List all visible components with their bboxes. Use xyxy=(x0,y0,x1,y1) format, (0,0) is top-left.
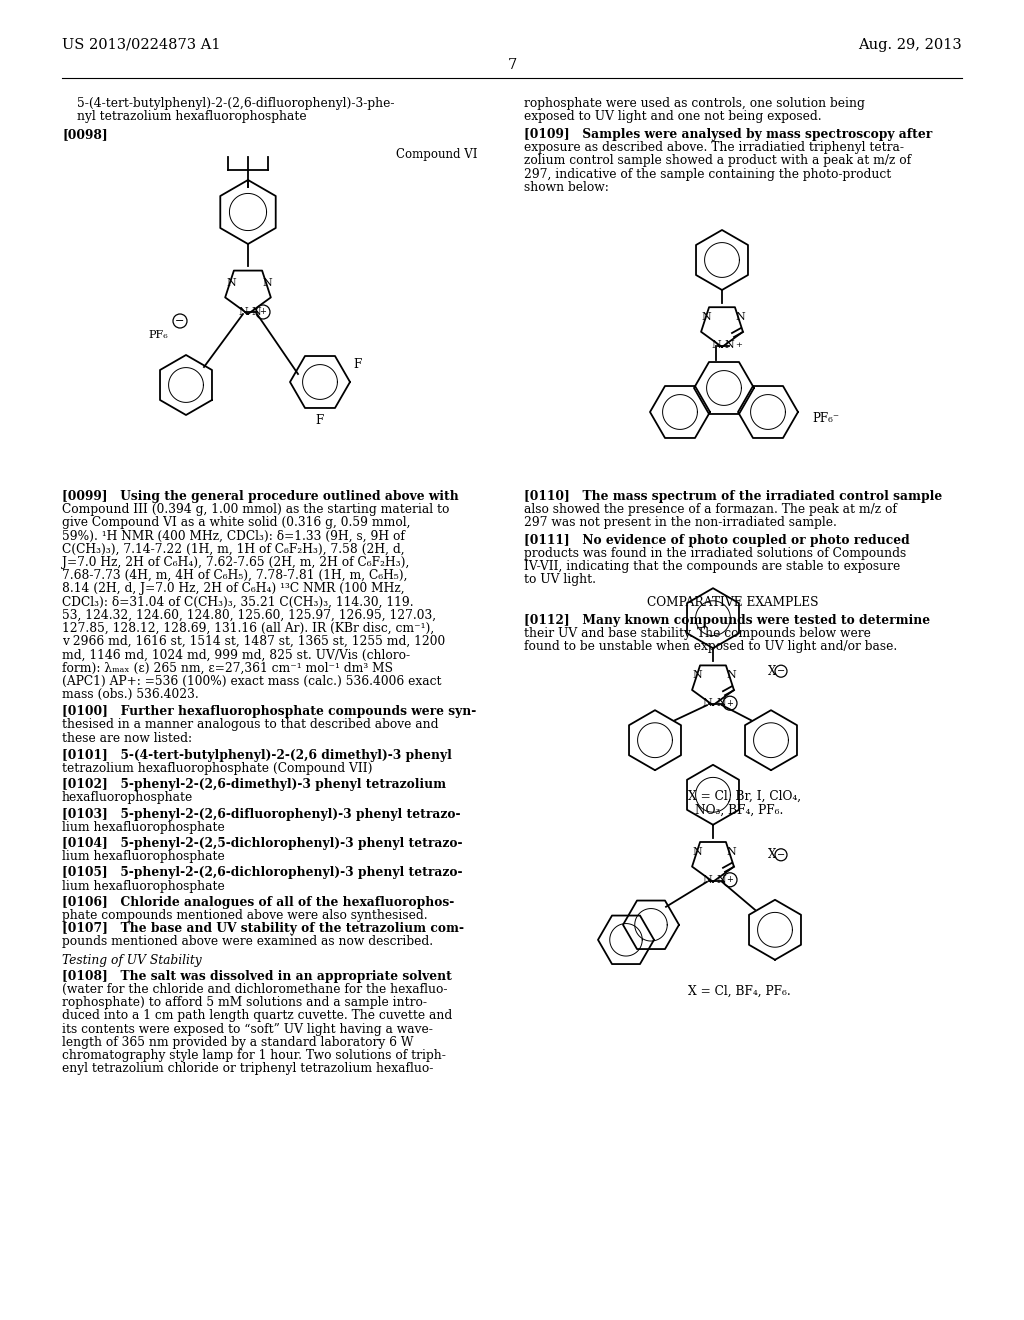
Text: to UV light.: to UV light. xyxy=(524,573,596,586)
Text: [0101]   5-(4-tert-butylphenyl)-2-(2,6 dimethyl)-3 phenyl: [0101] 5-(4-tert-butylphenyl)-2-(2,6 dim… xyxy=(62,748,452,762)
Text: Aug. 29, 2013: Aug. 29, 2013 xyxy=(858,38,962,51)
Text: N: N xyxy=(262,279,272,288)
Text: +: + xyxy=(259,308,266,317)
Text: exposure as described above. The irradiatied triphenyl tetra-: exposure as described above. The irradia… xyxy=(524,141,904,154)
Text: [0108]   The salt was dissolved in an appropriate solvent: [0108] The salt was dissolved in an appr… xyxy=(62,970,452,983)
Text: [0107]   The base and UV stability of the tetrazolium com-: [0107] The base and UV stability of the … xyxy=(62,923,464,935)
Text: +: + xyxy=(727,875,733,884)
Text: N: N xyxy=(239,308,248,317)
Text: N: N xyxy=(726,847,736,857)
Text: [0111]   No evidence of photo coupled or photo reduced: [0111] No evidence of photo coupled or p… xyxy=(524,533,909,546)
Text: phate compounds mentioned above were also synthesised.: phate compounds mentioned above were als… xyxy=(62,909,428,921)
Text: −: − xyxy=(175,315,184,326)
Text: enyl tetrazolium chloride or triphenyl tetrazolium hexafluo-: enyl tetrazolium chloride or triphenyl t… xyxy=(62,1063,433,1076)
Text: F: F xyxy=(353,358,361,371)
Text: nyl tetrazolium hexafluorophosphate: nyl tetrazolium hexafluorophosphate xyxy=(77,110,306,123)
Text: exposed to UV light and one not being exposed.: exposed to UV light and one not being ex… xyxy=(524,110,821,123)
Text: their UV and base stability. The compounds below were: their UV and base stability. The compoun… xyxy=(524,627,870,640)
Text: N: N xyxy=(724,341,734,350)
Text: mass (obs.) 536.4023.: mass (obs.) 536.4023. xyxy=(62,688,199,701)
Text: products was found in the irradiated solutions of Compounds: products was found in the irradiated sol… xyxy=(524,546,906,560)
Text: length of 365 nm provided by a standard laboratory 6 W: length of 365 nm provided by a standard … xyxy=(62,1036,414,1049)
Text: [0106]   Chloride analogues of all of the hexafluorophos-: [0106] Chloride analogues of all of the … xyxy=(62,896,455,908)
Text: [0100]   Further hexafluorophosphate compounds were syn-: [0100] Further hexafluorophosphate compo… xyxy=(62,705,476,718)
Text: X: X xyxy=(768,665,776,677)
Text: N: N xyxy=(251,308,261,317)
Text: thesised in a manner analogous to that described above and: thesised in a manner analogous to that d… xyxy=(62,718,438,731)
Text: [0102]   5-phenyl-2-(2,6-dimethyl)-3 phenyl tetrazolium: [0102] 5-phenyl-2-(2,6-dimethyl)-3 pheny… xyxy=(62,779,446,791)
Text: these are now listed:: these are now listed: xyxy=(62,731,193,744)
Text: tetrazolium hexafluorophosphate (Compound VII): tetrazolium hexafluorophosphate (Compoun… xyxy=(62,762,373,775)
Text: its contents were exposed to “soft” UV light having a wave-: its contents were exposed to “soft” UV l… xyxy=(62,1023,433,1036)
Text: rophosphate) to afford 5 mM solutions and a sample intro-: rophosphate) to afford 5 mM solutions an… xyxy=(62,997,427,1010)
Text: −: − xyxy=(777,850,785,859)
Text: J=7.0 Hz, 2H of C₆H₄), 7.62-7.65 (2H, m, 2H of C₆F₂H₃),: J=7.0 Hz, 2H of C₆H₄), 7.62-7.65 (2H, m,… xyxy=(62,556,410,569)
Text: lium hexafluorophosphate: lium hexafluorophosphate xyxy=(62,850,224,863)
Text: C(CH₃)₃), 7.14-7.22 (1H, m, 1H of C₆F₂H₃), 7.58 (2H, d,: C(CH₃)₃), 7.14-7.22 (1H, m, 1H of C₆F₂H₃… xyxy=(62,543,404,556)
Text: 7.68-7.73 (4H, m, 4H of C₆H₅), 7.78-7.81 (1H, m, C₆H₅),: 7.68-7.73 (4H, m, 4H of C₆H₅), 7.78-7.81… xyxy=(62,569,408,582)
Text: shown below:: shown below: xyxy=(524,181,609,194)
Text: COMPARATIVE EXAMPLES: COMPARATIVE EXAMPLES xyxy=(647,597,819,610)
Text: duced into a 1 cm path length quartz cuvette. The cuvette and: duced into a 1 cm path length quartz cuv… xyxy=(62,1010,453,1023)
Text: X: X xyxy=(768,849,776,862)
Text: also showed the presence of a formazan. The peak at m/z of: also showed the presence of a formazan. … xyxy=(524,503,897,516)
Text: v 2966 md, 1616 st, 1514 st, 1487 st, 1365 st, 1255 md, 1200: v 2966 md, 1616 st, 1514 st, 1487 st, 13… xyxy=(62,635,445,648)
Text: [0109]   Samples were analysed by mass spectroscopy after: [0109] Samples were analysed by mass spe… xyxy=(524,128,932,141)
Text: [0098]: [0098] xyxy=(62,128,108,141)
Text: N: N xyxy=(226,279,236,288)
Text: Compound III (0.394 g, 1.00 mmol) as the starting material to: Compound III (0.394 g, 1.00 mmol) as the… xyxy=(62,503,450,516)
Text: US 2013/0224873 A1: US 2013/0224873 A1 xyxy=(62,38,220,51)
Text: IV-VII, indicating that the compounds are stable to exposure: IV-VII, indicating that the compounds ar… xyxy=(524,560,900,573)
Text: CDCl₃): δ=31.04 of C(CH₃)₃, 35.21 C(CH₃)₃, 114.30, 119.: CDCl₃): δ=31.04 of C(CH₃)₃, 35.21 C(CH₃)… xyxy=(62,595,414,609)
Text: [0110]   The mass spectrum of the irradiated control sample: [0110] The mass spectrum of the irradiat… xyxy=(524,490,942,503)
Text: NO₃, BF₄, PF₆.: NO₃, BF₄, PF₆. xyxy=(695,804,783,816)
Text: (APC1) AP+: =536 (100%) exact mass (calc.) 536.4006 exact: (APC1) AP+: =536 (100%) exact mass (calc… xyxy=(62,675,441,688)
Text: N: N xyxy=(692,847,701,857)
Text: 7: 7 xyxy=(507,58,517,73)
Text: zolium control sample showed a product with a peak at m/z of: zolium control sample showed a product w… xyxy=(524,154,911,168)
Text: N: N xyxy=(726,671,736,680)
Text: Compound VI: Compound VI xyxy=(396,148,478,161)
Text: N: N xyxy=(702,698,712,709)
Text: 8.14 (2H, d, J=7.0 Hz, 2H of C₆H₄) ¹³C NMR (100 MHz,: 8.14 (2H, d, J=7.0 Hz, 2H of C₆H₄) ¹³C N… xyxy=(62,582,404,595)
Text: 5-(4-tert-butylphenyl)-2-(2,6-difluorophenyl)-3-phe-: 5-(4-tert-butylphenyl)-2-(2,6-difluoroph… xyxy=(77,96,394,110)
Text: [0099]   Using the general procedure outlined above with: [0099] Using the general procedure outli… xyxy=(62,490,459,503)
Text: X = Cl, Br, I, ClO₄,: X = Cl, Br, I, ClO₄, xyxy=(688,791,801,803)
Text: −: − xyxy=(777,667,785,676)
Text: lium hexafluorophosphate: lium hexafluorophosphate xyxy=(62,821,224,834)
Text: PF₆⁻: PF₆⁻ xyxy=(812,412,839,425)
Text: 127.85, 128.12, 128.69, 131.16 (all Ar). IR (KBr disc, cm⁻¹),: 127.85, 128.12, 128.69, 131.16 (all Ar).… xyxy=(62,622,434,635)
Text: +: + xyxy=(727,698,733,708)
Text: form): λₘₐₓ (ε) 265 nm, ε=27,361 cm⁻¹ mol⁻¹ dm³ MS: form): λₘₐₓ (ε) 265 nm, ε=27,361 cm⁻¹ mo… xyxy=(62,661,393,675)
Text: N: N xyxy=(735,312,744,322)
Text: +: + xyxy=(735,341,742,348)
Text: (water for the chloride and dichloromethane for the hexafluo-: (water for the chloride and dichlorometh… xyxy=(62,983,447,997)
Text: N: N xyxy=(711,341,721,350)
Text: N: N xyxy=(701,312,711,322)
Text: X = Cl, BF₄, PF₆.: X = Cl, BF₄, PF₆. xyxy=(688,985,791,998)
Text: 53, 124.32, 124.60, 124.80, 125.60, 125.97, 126.95, 127.03,: 53, 124.32, 124.60, 124.80, 125.60, 125.… xyxy=(62,609,436,622)
Text: lium hexafluorophosphate: lium hexafluorophosphate xyxy=(62,879,224,892)
Text: [0105]   5-phenyl-2-(2,6-dichlorophenyl)-3 phenyl tetrazo-: [0105] 5-phenyl-2-(2,6-dichlorophenyl)-3… xyxy=(62,866,463,879)
Text: 297, indicative of the sample containing the photo-product: 297, indicative of the sample containing… xyxy=(524,168,891,181)
Text: hexafluorophosphate: hexafluorophosphate xyxy=(62,792,194,804)
Text: 59%). ¹H NMR (400 MHz, CDCl₃): δ=1.33 (9H, s, 9H of: 59%). ¹H NMR (400 MHz, CDCl₃): δ=1.33 (9… xyxy=(62,529,404,543)
Text: N: N xyxy=(692,671,701,680)
Text: 297 was not present in the non-irradiated sample.: 297 was not present in the non-irradiate… xyxy=(524,516,837,529)
Text: [0103]   5-phenyl-2-(2,6-difluorophenyl)-3 phenyl tetrazo-: [0103] 5-phenyl-2-(2,6-difluorophenyl)-3… xyxy=(62,808,461,821)
Text: N: N xyxy=(716,875,726,884)
Text: [0104]   5-phenyl-2-(2,5-dichlorophenyl)-3 phenyl tetrazo-: [0104] 5-phenyl-2-(2,5-dichlorophenyl)-3… xyxy=(62,837,463,850)
Text: chromatography style lamp for 1 hour. Two solutions of triph-: chromatography style lamp for 1 hour. Tw… xyxy=(62,1049,445,1063)
Text: md, 1146 md, 1024 md, 999 md, 825 st. UV/Vis (chloro-: md, 1146 md, 1024 md, 999 md, 825 st. UV… xyxy=(62,648,411,661)
Text: give Compound VI as a white solid (0.316 g, 0.59 mmol,: give Compound VI as a white solid (0.316… xyxy=(62,516,411,529)
Text: pounds mentioned above were examined as now described.: pounds mentioned above were examined as … xyxy=(62,936,433,948)
Text: N: N xyxy=(702,875,712,884)
Text: rophosphate were used as controls, one solution being: rophosphate were used as controls, one s… xyxy=(524,96,865,110)
Text: [0112]   Many known compounds were tested to determine: [0112] Many known compounds were tested … xyxy=(524,614,930,627)
Text: N: N xyxy=(716,698,726,709)
Text: Testing of UV Stability: Testing of UV Stability xyxy=(62,953,202,966)
Text: found to be unstable when exposed to UV light and/or base.: found to be unstable when exposed to UV … xyxy=(524,640,897,653)
Text: F: F xyxy=(315,413,324,426)
Text: PF₆: PF₆ xyxy=(148,330,168,341)
